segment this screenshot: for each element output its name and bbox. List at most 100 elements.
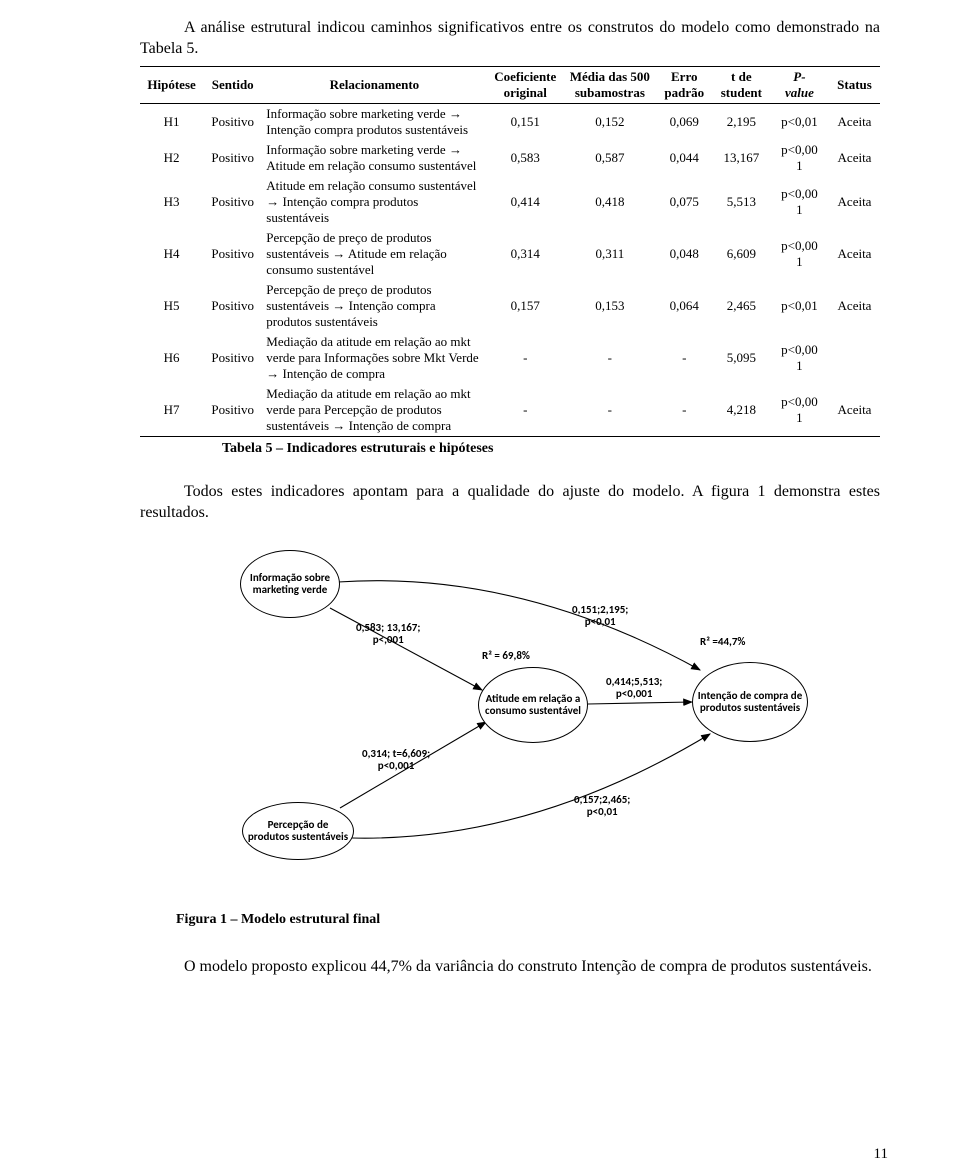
table-row: H3PositivoAtitude em relação consumo sus… — [140, 176, 880, 228]
cell-media: 0,587 — [564, 140, 656, 176]
cell-sentido: Positivo — [203, 228, 262, 280]
cell-sentido: Positivo — [203, 140, 262, 176]
cell-p: p<0,001 — [770, 176, 829, 228]
edge-2 — [588, 702, 692, 704]
cell-coef: - — [487, 384, 564, 437]
cell-sentido: Positivo — [203, 280, 262, 332]
cell-media: 0,418 — [564, 176, 656, 228]
cell-media: 0,153 — [564, 280, 656, 332]
page-number: 11 — [874, 1146, 888, 1163]
cell-coef: - — [487, 332, 564, 384]
cell-media: 0,311 — [564, 228, 656, 280]
cell-hipotese: H5 — [140, 280, 203, 332]
table-header-row: Hipótese Sentido Relacionamento Coeficie… — [140, 66, 880, 103]
table-row: H4PositivoPercepção de preço de produtos… — [140, 228, 880, 280]
th-media: Média das 500 subamostras — [564, 66, 656, 103]
node-info: Informação sobre marketing verde — [240, 550, 340, 618]
p-italic: P-value — [785, 69, 814, 100]
table-row: H1PositivoInformação sobre marketing ver… — [140, 103, 880, 140]
cell-status: Aceita — [829, 176, 880, 228]
figure-caption: Figura 1 – Modelo estrutural final — [176, 912, 880, 928]
cell-hipotese: H1 — [140, 103, 203, 140]
cell-ep: - — [656, 332, 713, 384]
cell-t: 5,513 — [713, 176, 770, 228]
th-hipotese: Hipótese — [140, 66, 203, 103]
cell-media: - — [564, 384, 656, 437]
table-caption: Tabela 5 – Indicadores estruturais e hip… — [222, 441, 880, 457]
cell-rel: Informação sobre marketing verde → Inten… — [262, 103, 486, 140]
cell-status: Aceita — [829, 103, 880, 140]
edge-label-e2: 0,314; t=6,609;p<0,001 — [362, 748, 430, 772]
th-coef: Coeficiente original — [487, 66, 564, 103]
cell-p: p<0,001 — [770, 384, 829, 437]
cell-t: 5,095 — [713, 332, 770, 384]
table-row: H6PositivoMediação da atitude em relação… — [140, 332, 880, 384]
cell-media: 0,152 — [564, 103, 656, 140]
cell-hipotese: H3 — [140, 176, 203, 228]
th-status: Status — [829, 66, 880, 103]
cell-coef: 0,583 — [487, 140, 564, 176]
cell-coef: 0,314 — [487, 228, 564, 280]
structural-model-figure: Informação sobre marketing verde Percepçã… — [170, 542, 850, 902]
cell-p: p<0,001 — [770, 228, 829, 280]
node-perc: Percepção de produtos sustentáveis — [242, 802, 354, 860]
cell-p: p<0,01 — [770, 103, 829, 140]
cell-hipotese: H7 — [140, 384, 203, 437]
edge-label-e3: 0,151;2,195;p<0,01 — [572, 604, 628, 628]
table-row: H2PositivoInformação sobre marketing ver… — [140, 140, 880, 176]
hypothesis-table: Hipótese Sentido Relacionamento Coeficie… — [140, 66, 880, 437]
edge-label-e1: 0,583; 13,167;p<,001 — [356, 622, 420, 646]
cell-ep: 0,075 — [656, 176, 713, 228]
cell-sentido: Positivo — [203, 384, 262, 437]
cell-ep: - — [656, 384, 713, 437]
cell-status: Aceita — [829, 228, 880, 280]
cell-hipotese: H2 — [140, 140, 203, 176]
table-row: H7PositivoMediação da atitude em relação… — [140, 384, 880, 437]
cell-t: 2,195 — [713, 103, 770, 140]
cell-status: Aceita — [829, 280, 880, 332]
table-row: H5PositivoPercepção de preço de produtos… — [140, 280, 880, 332]
cell-ep: 0,064 — [656, 280, 713, 332]
node-atit: Atitude em relação a consumo sustentável — [478, 667, 588, 743]
edge-label-r2: R² =44,7% — [700, 636, 745, 648]
th-erro: Erro padrão — [656, 66, 713, 103]
edge-label-r1: R² = 69,8% — [482, 650, 530, 662]
cell-coef: 0,151 — [487, 103, 564, 140]
cell-p: p<0,01 — [770, 280, 829, 332]
cell-ep: 0,044 — [656, 140, 713, 176]
edge-label-e4: 0,414;5,513;p<0,001 — [606, 676, 662, 700]
node-intc: Intenção de compra de produtos sustentáv… — [692, 662, 808, 742]
cell-status: Aceita — [829, 384, 880, 437]
cell-p: p<0,001 — [770, 332, 829, 384]
cell-rel: Mediação da atitude em relação ao mkt ve… — [262, 384, 486, 437]
intro-paragraph: A análise estrutural indicou caminhos si… — [140, 18, 880, 60]
cell-media: - — [564, 332, 656, 384]
edge-label-e5: 0,157;2,465;p<0,01 — [574, 794, 630, 818]
cell-rel: Percepção de preço de produtos sustentáv… — [262, 228, 486, 280]
cell-t: 13,167 — [713, 140, 770, 176]
cell-rel: Percepção de preço de produtos sustentáv… — [262, 280, 486, 332]
cell-t: 6,609 — [713, 228, 770, 280]
cell-sentido: Positivo — [203, 176, 262, 228]
cell-t: 2,465 — [713, 280, 770, 332]
th-t: t de student — [713, 66, 770, 103]
th-sentido: Sentido — [203, 66, 262, 103]
cell-rel: Mediação da atitude em relação ao mkt ve… — [262, 332, 486, 384]
cell-status: Aceita — [829, 140, 880, 176]
cell-sentido: Positivo — [203, 103, 262, 140]
cell-status — [829, 332, 880, 384]
cell-hipotese: H4 — [140, 228, 203, 280]
cell-ep: 0,069 — [656, 103, 713, 140]
cell-rel: Atitude em relação consumo sustentável →… — [262, 176, 486, 228]
th-relacionamento: Relacionamento — [262, 66, 486, 103]
cell-p: p<0,001 — [770, 140, 829, 176]
th-p: P-value — [770, 66, 829, 103]
cell-coef: 0,157 — [487, 280, 564, 332]
tail-paragraph: O modelo proposto explicou 44,7% da vari… — [140, 956, 880, 978]
cell-sentido: Positivo — [203, 332, 262, 384]
cell-coef: 0,414 — [487, 176, 564, 228]
cell-ep: 0,048 — [656, 228, 713, 280]
mid-paragraph: Todos estes indicadores apontam para a q… — [140, 481, 880, 524]
cell-rel: Informação sobre marketing verde → Atitu… — [262, 140, 486, 176]
cell-hipotese: H6 — [140, 332, 203, 384]
